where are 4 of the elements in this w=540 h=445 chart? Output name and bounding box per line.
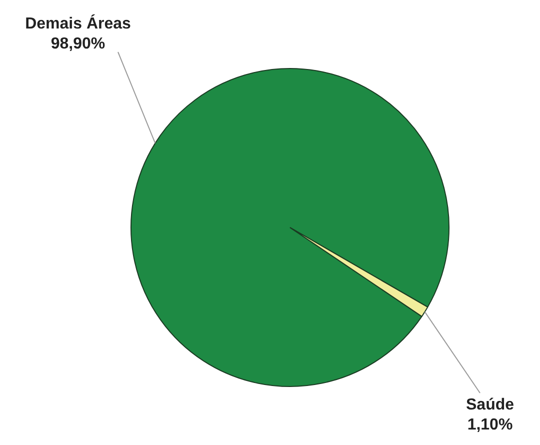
data-label: 98,90% bbox=[50, 35, 106, 52]
data-label: 1,10% bbox=[467, 416, 513, 434]
slice-label: Saúde bbox=[466, 396, 514, 414]
slice-label: Demais Áreas bbox=[25, 13, 132, 32]
